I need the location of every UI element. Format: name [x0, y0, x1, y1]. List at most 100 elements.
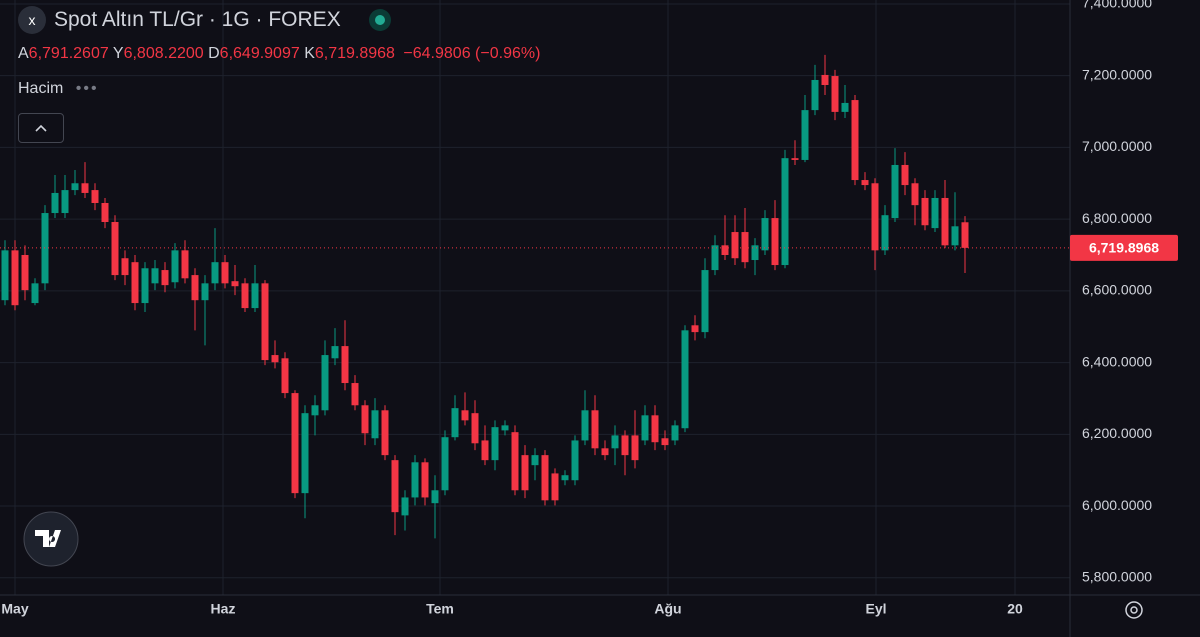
candle-body	[701, 270, 709, 333]
candle-body	[581, 410, 589, 441]
candle-body	[231, 281, 239, 287]
candle-body	[541, 455, 549, 501]
ohlc-letter: Y	[112, 45, 124, 62]
candle-body	[21, 255, 29, 291]
candle-body	[721, 245, 729, 255]
y-tick-label: 6,800.0000	[1082, 210, 1152, 226]
x-tick-label: Eyl	[865, 601, 886, 617]
candle-body	[901, 164, 909, 186]
candle-body	[121, 258, 129, 276]
candle-body	[311, 405, 319, 416]
candle-body	[501, 425, 509, 431]
candle-body	[711, 245, 719, 271]
grid	[0, 0, 1070, 595]
candle-body	[631, 435, 639, 461]
candle-body	[251, 283, 259, 309]
ohlc-letter: K	[304, 45, 315, 62]
candle-body	[281, 358, 289, 394]
y-tick-label: 6,400.0000	[1082, 353, 1152, 369]
candle-body	[141, 268, 149, 304]
candle-body	[681, 330, 689, 429]
candle-body	[81, 183, 89, 193]
candle-body	[211, 262, 219, 284]
candle-body	[301, 413, 309, 494]
candle-body	[341, 346, 349, 384]
candle-body	[641, 415, 649, 441]
candle-body	[571, 440, 579, 481]
ohlc-letter: D	[208, 45, 220, 62]
candle-body	[361, 405, 369, 434]
candle-body	[751, 245, 759, 261]
candle-body	[241, 283, 249, 309]
candle-body	[491, 427, 499, 461]
x-tick-label: 20	[1007, 601, 1023, 617]
candle-body	[451, 408, 459, 438]
candle-body	[621, 435, 629, 456]
change-percent: (−0.96%)	[475, 45, 541, 62]
ohlc-value: 6,791.2607	[28, 45, 109, 62]
indicator-row: Hacim •••	[18, 80, 99, 98]
candle-body	[931, 197, 939, 229]
close-button[interactable]: x	[18, 6, 46, 34]
y-tick-label: 7,000.0000	[1082, 138, 1152, 154]
collapse-button[interactable]	[18, 113, 64, 143]
candle-body	[851, 100, 859, 181]
ohlc-row: A6,791.2607 Y6,808.2200 D6,649.9097 K6,7…	[18, 45, 540, 63]
candle-body	[651, 415, 659, 443]
candle-body	[351, 383, 359, 406]
candle-body	[531, 455, 539, 466]
candle-body	[791, 158, 799, 160]
candle-body	[881, 215, 889, 251]
candle-body	[221, 262, 229, 284]
ohlc-letter: A	[18, 45, 29, 62]
candle-body	[11, 250, 19, 306]
status-icon	[368, 9, 391, 31]
x-tick-label: Ağu	[654, 601, 681, 617]
change: −64.9806	[403, 45, 471, 62]
candle-body	[461, 410, 469, 421]
candle-body	[951, 226, 959, 246]
candle-body	[161, 270, 169, 286]
candle-body	[831, 76, 839, 112]
candle-body	[591, 410, 599, 449]
candle-body	[321, 355, 329, 411]
candle-body	[1, 250, 9, 301]
x-tick-label: Tem	[426, 601, 454, 617]
last-price-label: 6,719.8968	[1089, 240, 1159, 256]
candle-body	[861, 180, 869, 186]
settings-icon[interactable]	[1125, 601, 1143, 619]
ohlc-value: 6,649.9097	[219, 45, 300, 62]
candle-body	[431, 490, 439, 504]
candle-body	[411, 462, 419, 498]
title-row: x Spot Altın TL/Gr · 1G · FOREX	[18, 6, 391, 34]
candle-body	[821, 74, 829, 85]
y-tick-label: 7,400.0000	[1082, 0, 1152, 11]
candle-body	[801, 110, 809, 160]
candle-body	[61, 190, 69, 214]
candle-body	[391, 460, 399, 513]
candle-body	[421, 462, 429, 498]
candle-body	[271, 355, 279, 363]
candle-body	[401, 497, 409, 516]
last-price-tag	[1070, 234, 1178, 261]
candle-body	[611, 435, 619, 449]
y-tick-label: 6,600.0000	[1082, 282, 1152, 298]
x-tick-label: May	[1, 601, 28, 617]
candle-body	[891, 164, 899, 219]
candle-body	[191, 275, 199, 301]
candle-body	[261, 283, 269, 361]
y-tick-label: 6,000.0000	[1082, 497, 1152, 513]
indicator-name: Hacim	[18, 80, 64, 97]
y-tick-label: 5,800.0000	[1082, 568, 1152, 584]
candle-body	[371, 410, 379, 439]
candle-body	[441, 437, 449, 491]
candle-body	[181, 250, 189, 279]
candle-body	[691, 325, 699, 333]
chart-title: Spot Altın TL/Gr · 1G · FOREX	[54, 8, 341, 31]
candle-body	[381, 410, 389, 456]
candle-body	[671, 425, 679, 441]
more-icon[interactable]: •••	[75, 80, 99, 97]
logo	[23, 511, 79, 567]
candle-body	[481, 440, 489, 461]
